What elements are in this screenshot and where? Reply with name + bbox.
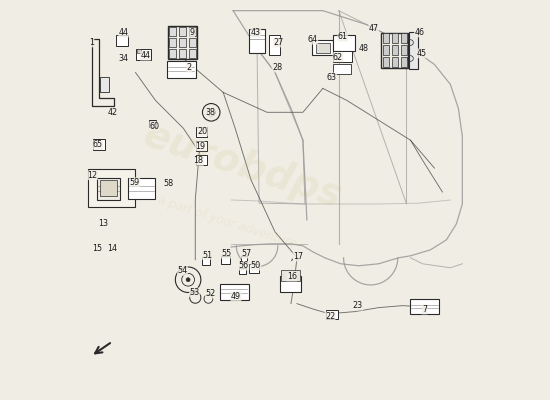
Bar [202, 257, 210, 264]
Bar [401, 33, 407, 43]
Text: 18: 18 [194, 156, 204, 166]
Text: 48: 48 [359, 44, 369, 53]
Text: 15: 15 [92, 244, 103, 253]
Text: 54: 54 [178, 266, 188, 276]
Bar [196, 141, 207, 150]
Bar [167, 61, 196, 78]
Text: 14: 14 [107, 244, 117, 253]
Text: 53: 53 [189, 288, 200, 297]
Bar [97, 178, 120, 200]
Text: 43: 43 [251, 28, 261, 37]
Bar [383, 45, 389, 55]
Text: 57: 57 [241, 249, 251, 258]
Bar [220, 284, 249, 300]
Bar [87, 169, 135, 207]
Text: a part of your adventure: a part of your adventure [156, 194, 298, 251]
Text: 2: 2 [187, 63, 192, 72]
Text: 45: 45 [417, 49, 427, 58]
Bar [189, 49, 196, 58]
Bar [410, 299, 439, 314]
Bar [100, 180, 117, 196]
Text: 7: 7 [422, 305, 427, 314]
Bar [189, 38, 196, 47]
Bar [392, 33, 398, 43]
Text: 49: 49 [231, 292, 241, 301]
Text: 64: 64 [308, 35, 318, 44]
Bar [169, 27, 177, 36]
Bar [169, 38, 177, 47]
Bar [383, 33, 389, 43]
Text: 17: 17 [293, 252, 303, 261]
Bar [169, 49, 177, 58]
Bar [179, 49, 186, 58]
Bar [280, 276, 300, 292]
Bar [316, 42, 330, 53]
Text: 9: 9 [190, 28, 195, 37]
Text: 34: 34 [119, 54, 129, 63]
Bar [381, 32, 408, 68]
Bar [280, 270, 300, 281]
Bar [239, 268, 245, 274]
Bar [148, 120, 156, 127]
Bar [333, 64, 351, 74]
Text: 52: 52 [205, 289, 216, 298]
Bar [196, 155, 207, 165]
Bar [383, 57, 389, 67]
Bar [168, 26, 197, 59]
Bar [137, 48, 141, 52]
Text: 50: 50 [251, 261, 261, 270]
Bar [221, 256, 229, 264]
Text: 62: 62 [333, 53, 343, 62]
Bar [100, 77, 109, 92]
Bar [189, 27, 196, 36]
Text: 59: 59 [130, 178, 140, 186]
Text: 44: 44 [119, 28, 129, 37]
Bar [196, 128, 207, 137]
Text: 20: 20 [197, 127, 207, 136]
Bar [312, 40, 333, 55]
Text: 47: 47 [369, 24, 379, 33]
Bar [136, 48, 151, 60]
Text: 44: 44 [140, 51, 151, 60]
Text: 19: 19 [195, 142, 205, 151]
Circle shape [186, 278, 190, 282]
Text: 12: 12 [87, 171, 97, 180]
Bar [250, 264, 259, 273]
Bar [116, 35, 128, 46]
Text: 42: 42 [107, 108, 118, 117]
Text: 56: 56 [239, 261, 249, 270]
Text: 1: 1 [89, 38, 94, 47]
Bar [249, 28, 266, 52]
Bar [268, 35, 280, 55]
Bar [128, 178, 155, 199]
Bar [392, 45, 398, 55]
Bar [401, 57, 407, 67]
Bar [179, 27, 186, 36]
Text: 38: 38 [206, 108, 216, 117]
Bar [392, 57, 398, 67]
Bar [333, 50, 353, 62]
Text: 58: 58 [163, 179, 173, 188]
Bar [333, 34, 355, 50]
Text: eurobdps: eurobdps [139, 116, 347, 216]
Bar [241, 256, 247, 262]
Text: 28: 28 [272, 63, 282, 72]
Text: 63: 63 [327, 73, 337, 82]
Bar [93, 139, 105, 150]
Text: 23: 23 [353, 301, 363, 310]
Bar [409, 32, 418, 69]
Text: 65: 65 [92, 140, 103, 150]
Text: 51: 51 [202, 250, 212, 260]
Bar [401, 45, 407, 55]
Text: 46: 46 [414, 28, 424, 37]
Text: 55: 55 [221, 249, 232, 258]
Bar [326, 310, 338, 319]
Bar [179, 38, 186, 47]
Text: 16: 16 [287, 272, 297, 281]
Text: 61: 61 [338, 32, 348, 41]
Text: 60: 60 [150, 122, 160, 131]
Text: 22: 22 [325, 312, 335, 321]
Text: 13: 13 [98, 220, 108, 228]
Text: 27: 27 [274, 38, 284, 47]
